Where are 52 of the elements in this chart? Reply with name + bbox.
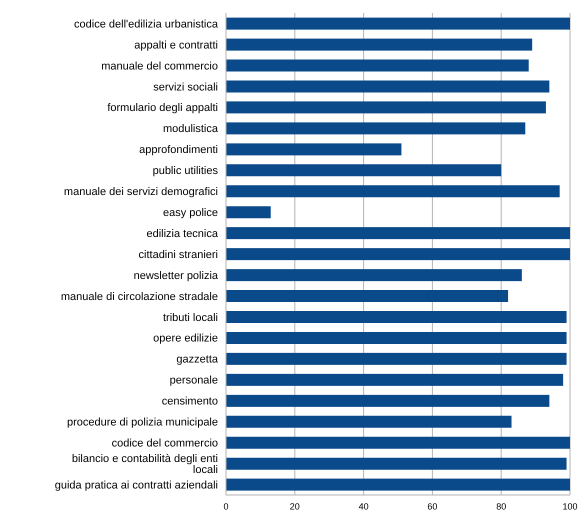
bar xyxy=(226,227,570,240)
x-tick-label: 60 xyxy=(427,501,438,512)
y-tick-label: formulario degli appalti xyxy=(107,102,218,114)
y-tick-label: public utilities xyxy=(152,165,218,178)
bar xyxy=(226,143,402,156)
y-tick-label: censimento xyxy=(162,396,218,408)
y-tick-label: servizi sociali xyxy=(153,81,218,94)
y-tick-label: approfondimenti xyxy=(139,144,218,156)
y-tick-label: newsletter polizia xyxy=(134,270,219,282)
bar xyxy=(226,436,570,449)
y-tick-label: cittadini stranieri xyxy=(138,248,218,261)
y-tick-label: easy police xyxy=(162,206,218,219)
bar xyxy=(226,332,567,344)
bar xyxy=(226,80,550,92)
bar xyxy=(226,101,546,114)
bar xyxy=(226,416,512,428)
y-tick-label: manuale dei servizi demografici xyxy=(64,186,218,198)
y-tick-label: opere edilizie xyxy=(153,332,218,345)
y-tick-label: bilancio e contabilità degli enti locali xyxy=(72,452,218,476)
bar xyxy=(226,269,522,282)
y-tick-label: procedure di polizia municipale xyxy=(66,416,218,429)
bar xyxy=(226,352,567,365)
x-tick-label: 0 xyxy=(223,501,229,512)
y-tick-label: manuale del commercio xyxy=(101,60,218,72)
bar xyxy=(226,185,560,198)
bar xyxy=(226,374,564,386)
bar xyxy=(226,458,567,470)
bar xyxy=(226,478,570,491)
y-tick-label: appalti e contratti xyxy=(134,39,218,52)
y-tick-label: manuale di circolazione stradale xyxy=(60,290,218,303)
y-tick-label: personale xyxy=(170,374,218,387)
y-tick-label: codice dell'edilizia urbanistica xyxy=(74,18,219,30)
y-tick-label: tributi locali xyxy=(162,312,218,324)
x-tick-label: 20 xyxy=(290,501,300,512)
x-tick-label: 40 xyxy=(358,501,369,512)
y-tick-label: codice del commercio xyxy=(112,438,218,450)
y-tick-label: guida pratica ai contratti aziendali xyxy=(54,479,218,492)
bar xyxy=(226,164,502,176)
bar xyxy=(226,248,570,260)
y-tick-label: modulistica xyxy=(162,123,219,136)
y-tick-label: edilizia tecnica xyxy=(146,228,219,240)
bar xyxy=(226,311,567,323)
bar xyxy=(226,394,550,407)
x-tick-label: 80 xyxy=(496,501,506,512)
y-tick-label: gazzetta xyxy=(176,354,219,366)
bar xyxy=(226,290,508,302)
bar xyxy=(226,18,570,30)
bar xyxy=(226,206,271,218)
bar xyxy=(226,38,532,51)
bar xyxy=(226,122,526,134)
x-tick-label: 100 xyxy=(562,501,578,512)
bar xyxy=(226,60,529,72)
